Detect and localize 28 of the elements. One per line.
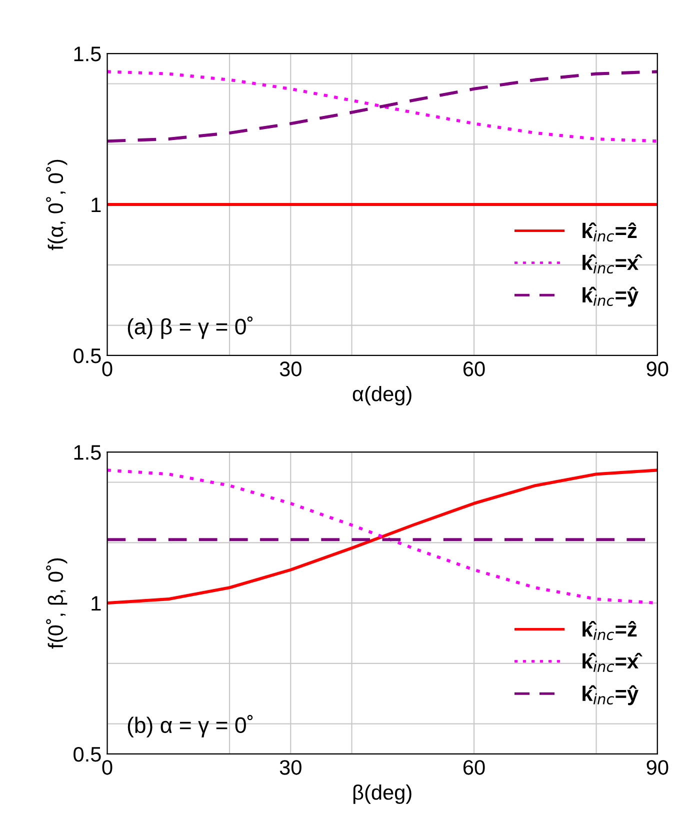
annotation: (a) β = γ = 0˚: [128, 316, 253, 339]
y-tick-label: 1: [92, 596, 101, 611]
legend-label: k̂$_{inc}$=ŷ: [582, 286, 638, 307]
x-axis-title: α(deg): [352, 386, 412, 406]
legend-label: k̂$_{inc}$=x̂: [582, 652, 642, 672]
annotation: (b) α = γ = 0˚: [128, 714, 253, 738]
x-tick-label: 30: [280, 362, 302, 376]
y-tick-label: 1: [92, 198, 101, 212]
y-tick-label: 1.5: [74, 46, 101, 62]
legend-label: k̂$_{inc}$=ẑ: [582, 222, 637, 242]
x-axis-title: β(deg): [353, 784, 412, 804]
y-tick-label: 0.5: [74, 348, 101, 364]
legend-label: k̂$_{inc}$=ŷ: [582, 685, 638, 706]
x-tick-label: 90: [646, 760, 668, 775]
y-axis-title: f(α, 0˚, 0˚): [46, 160, 68, 250]
legend-label: k̂$_{inc}$=ẑ: [582, 620, 637, 640]
line-series: [107, 70, 658, 143]
x-tick-label: 0: [102, 760, 112, 775]
x-tick-label: 30: [280, 760, 302, 775]
line-series: [107, 468, 658, 605]
x-tick-label: 0: [102, 362, 112, 376]
y-axis-title: f(0˚, β, 0˚): [46, 558, 68, 649]
x-tick-label: 60: [463, 760, 485, 775]
x-tick-label: 90: [646, 362, 668, 376]
legend-label: k̂$_{inc}$=x̂: [582, 254, 642, 274]
y-tick-label: 1.5: [74, 445, 101, 460]
y-tick-label: 0.5: [74, 746, 101, 762]
x-tick-label: 60: [463, 362, 485, 376]
